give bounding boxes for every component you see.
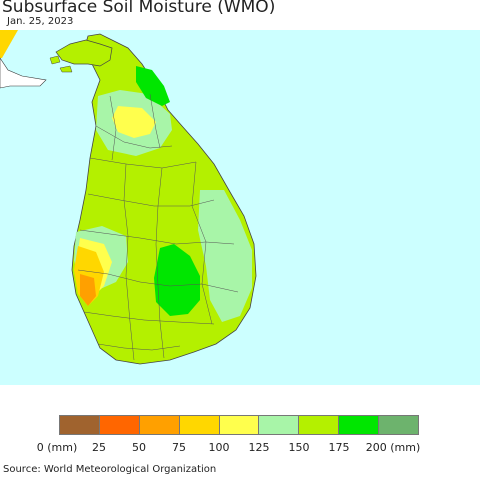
source-credit: Source: World Meteorological Organizatio…	[3, 464, 217, 475]
legend-swatch-1	[99, 416, 140, 434]
legend-tick-1: 25	[92, 441, 106, 454]
ocean-background	[0, 30, 480, 385]
legend-tick-3: 75	[172, 441, 186, 454]
legend-swatch-6	[299, 416, 340, 434]
legend-tick-7: 175	[328, 441, 350, 454]
legend-tick-5: 125	[248, 441, 270, 454]
legend-swatch-0	[60, 416, 100, 434]
legend-tick-6: 150	[288, 441, 310, 454]
jaffna-peninsula	[55, 39, 113, 67]
zone-orange-west	[80, 274, 96, 306]
soil-moisture-map	[0, 30, 480, 385]
legend-tick-4: 100	[208, 441, 230, 454]
india-landmass	[0, 30, 18, 58]
legend-tick-2: 50	[132, 441, 146, 454]
india-landmass-south	[0, 57, 47, 89]
legend-swatch-4	[219, 416, 260, 434]
island-2	[59, 65, 73, 73]
zone-yellow-north	[112, 106, 156, 138]
island-1	[49, 55, 61, 65]
legend-swatch-3	[179, 416, 220, 434]
legend-swatch-2	[139, 416, 180, 434]
map-title: Subsurface Soil Moisture (WMO)	[2, 0, 276, 17]
legend-swatch-5	[259, 416, 300, 434]
zone-green-central	[154, 244, 200, 316]
zone-light-green-east	[198, 190, 252, 322]
legend-tick-8: 200 (mm)	[365, 441, 421, 454]
district-boundaries	[77, 93, 239, 361]
legend-swatch-7	[339, 416, 380, 434]
legend-tick-0: 0 (mm)	[36, 441, 78, 454]
zone-green-northeast	[136, 66, 170, 106]
legend-color-bar	[59, 415, 419, 435]
map-date: Jan. 25, 2023	[7, 16, 74, 27]
legend-swatch-8	[379, 416, 419, 434]
